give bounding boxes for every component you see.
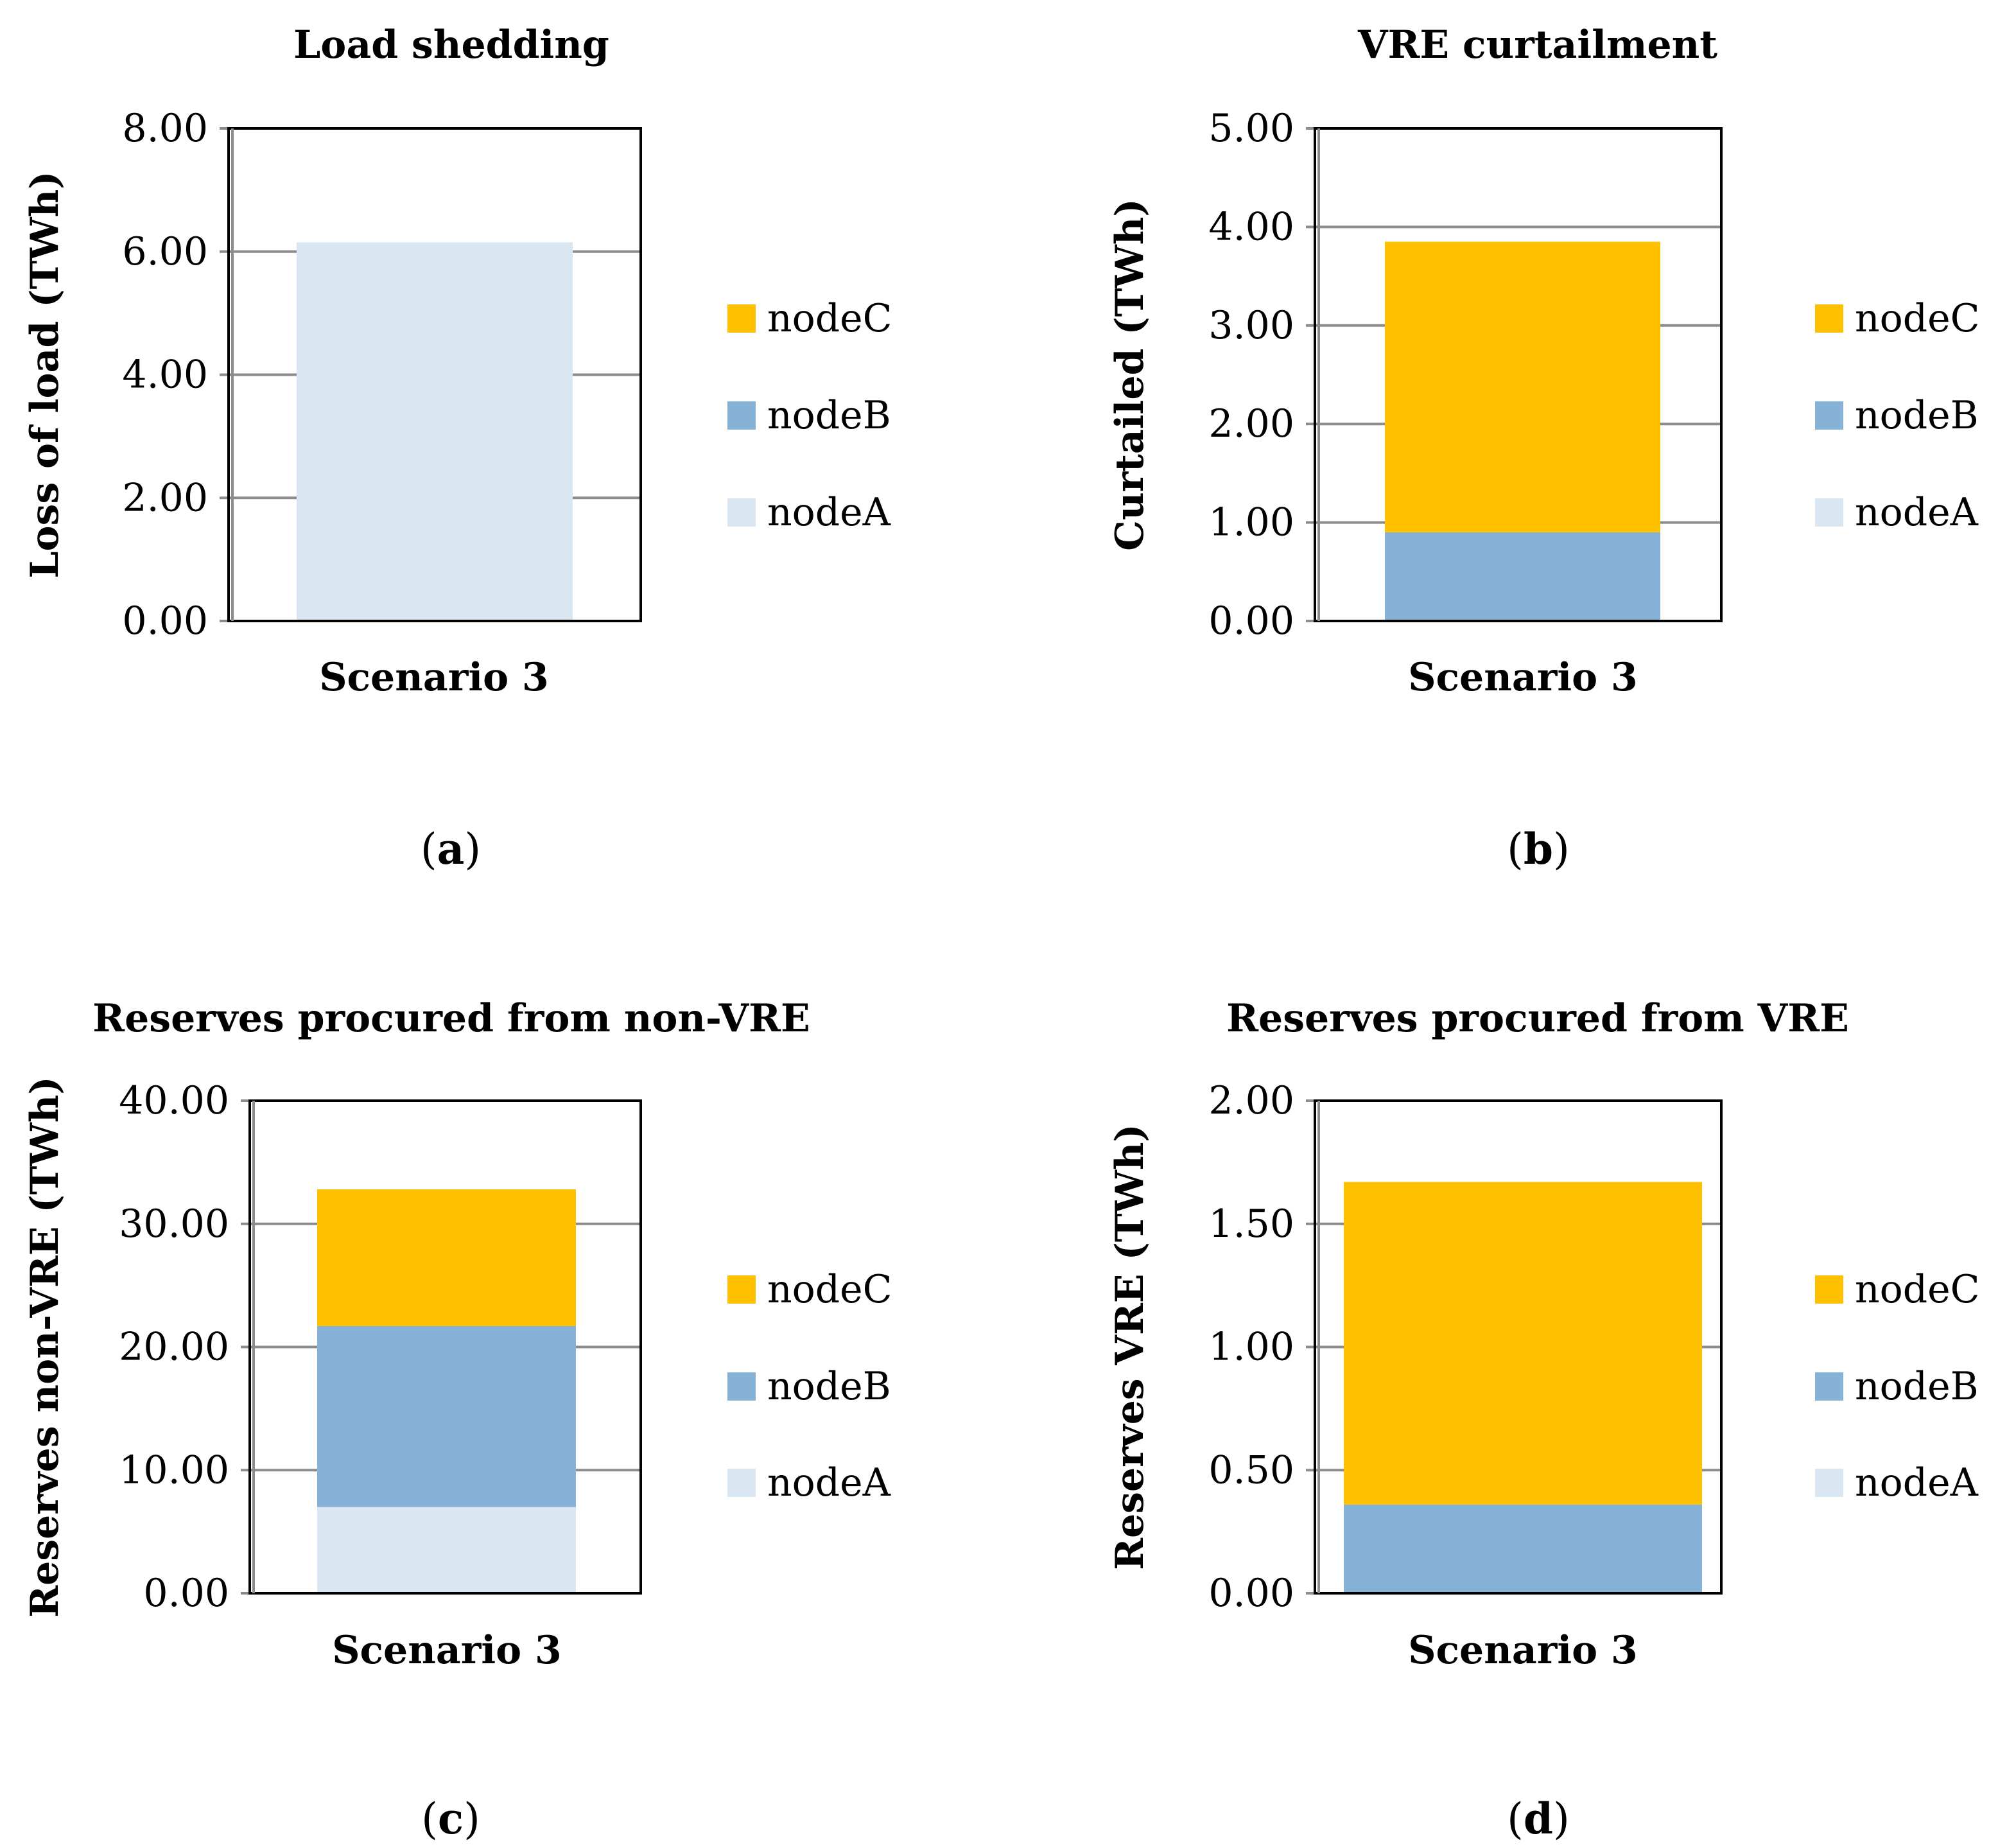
legend-label-nodeC: nodeC [767, 1267, 892, 1312]
x-category-label: Scenario 3 [1408, 655, 1638, 700]
chart-panel-1: Load shedding 0.00 2.00 4.00 6.00 8.00 Scenari… [22, 22, 892, 874]
y-axis-label: Reserves VRE (TWh) [1108, 1124, 1152, 1570]
legend-swatch-nodeC [1815, 304, 1843, 333]
legend-swatch-nodeB [1815, 1372, 1843, 1401]
legend-swatch-nodeC [1815, 1275, 1843, 1304]
legend-label-nodeB: nodeB [767, 393, 891, 438]
legend-label-nodeA: nodeA [1855, 490, 1979, 535]
y-tick-label: 40.00 [119, 1078, 229, 1123]
panel-caption: (b) [1507, 824, 1570, 874]
legend-label-nodeA: nodeA [1855, 1460, 1979, 1505]
legend-label-nodeB: nodeB [1855, 393, 1979, 438]
legend-label-nodeB: nodeB [767, 1364, 891, 1409]
legend-label-nodeC: nodeC [767, 296, 892, 341]
y-tick-label: 0.50 [1208, 1447, 1294, 1492]
bar-nodeA [317, 1507, 576, 1593]
chart-panel-3: Reserves procured from non-VRE 0.00 10.00 2… [22, 996, 892, 1844]
y-tick-label: 2.00 [1208, 401, 1294, 446]
legend-label-nodeB: nodeB [1855, 1364, 1979, 1409]
bar-nodeB [1344, 1504, 1702, 1593]
panel-caption: (a) [421, 824, 481, 874]
plot-frame [248, 1099, 642, 1595]
panel-caption-letter: a [437, 824, 465, 874]
chart-title: VRE curtailment [1357, 22, 1717, 67]
legend-swatch-nodeC [727, 304, 756, 333]
plot-frame [227, 127, 642, 622]
bar-nodeA [297, 242, 573, 621]
panel-caption-letter: c [438, 1794, 464, 1844]
legend-label-nodeA: nodeA [767, 1460, 891, 1505]
chart-panel-2: VRE curtailment 0.00 1.00 2.00 3.00 4.00 5.00 S… [1108, 22, 1980, 874]
legend-swatch-nodeC [727, 1275, 756, 1304]
y-tick-label: 0.00 [143, 1571, 229, 1616]
bar-nodeC [1385, 241, 1660, 532]
legend-swatch-nodeA [727, 498, 756, 527]
chart-panel-4: Reserves procured from VRE 0.00 0.50 1.00 1.… [1108, 996, 1980, 1844]
y-tick-label: 30.00 [119, 1202, 229, 1246]
bar-nodeB [1385, 532, 1660, 621]
legend-swatch-nodeA [1815, 498, 1843, 527]
chart-title: Reserves procured from non-VRE [92, 996, 810, 1041]
y-tick-label: 1.50 [1208, 1202, 1294, 1246]
y-tick-label: 1.00 [1208, 1325, 1294, 1370]
y-axis-label: Loss of load (TWh) [22, 171, 67, 578]
chart-title: Reserves procured from VRE [1226, 996, 1849, 1041]
y-tick-label: 1.00 [1208, 500, 1294, 545]
legend-swatch-nodeB [1815, 401, 1843, 430]
panel-caption: (d) [1507, 1794, 1570, 1844]
panel-caption: (c) [421, 1794, 480, 1844]
legend-label-nodeC: nodeC [1855, 296, 1980, 341]
y-tick-label: 10.00 [119, 1447, 229, 1492]
legend-label-nodeC: nodeC [1855, 1267, 1980, 1312]
plot-frame [1314, 127, 1723, 622]
x-category-label: Scenario 3 [319, 655, 549, 700]
y-tick-label: 8.00 [122, 106, 208, 151]
panel-caption-letter: d [1524, 1794, 1553, 1844]
y-tick-label: 0.00 [1208, 599, 1294, 643]
y-tick-label: 5.00 [1208, 106, 1294, 151]
y-tick-label: 0.00 [122, 599, 208, 643]
y-tick-label: 4.00 [122, 353, 208, 398]
y-tick-label: 4.00 [1208, 204, 1294, 249]
y-axis-label: Reserves non-VRE (TWh) [22, 1076, 67, 1618]
y-tick-label: 3.00 [1208, 303, 1294, 348]
legend-swatch-nodeA [1815, 1469, 1843, 1497]
plot-frame [1314, 1099, 1723, 1595]
y-tick-label: 6.00 [122, 229, 208, 274]
legend-label-nodeA: nodeA [767, 490, 891, 535]
legend-swatch-nodeB [727, 401, 756, 430]
bar-nodeB [317, 1325, 576, 1507]
y-axis-label: Curtailed (TWh) [1108, 198, 1152, 551]
legend-swatch-nodeB [727, 1372, 756, 1401]
y-tick-label: 0.00 [1208, 1571, 1294, 1616]
legend-swatch-nodeA [727, 1469, 756, 1497]
y-tick-label: 2.00 [1208, 1078, 1294, 1123]
bar-nodeC [317, 1189, 576, 1326]
bar-nodeC [1344, 1182, 1702, 1505]
y-tick-label: 2.00 [122, 475, 208, 520]
y-tick-label: 20.00 [119, 1325, 229, 1370]
chart-title: Load shedding [293, 22, 609, 67]
x-category-label: Scenario 3 [1408, 1628, 1638, 1673]
panel-caption-letter: b [1524, 824, 1553, 874]
x-category-label: Scenario 3 [332, 1628, 562, 1673]
